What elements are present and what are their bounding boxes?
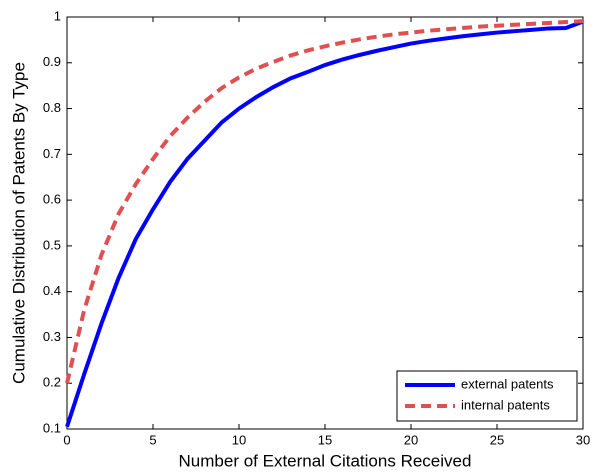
legend-label: external patents	[461, 376, 554, 391]
y-tick-label: 0.1	[43, 420, 61, 435]
x-tick-label: 0	[63, 432, 70, 447]
y-tick-label: 0.4	[43, 283, 61, 298]
data-line	[65, 19, 584, 384]
plot-area	[66, 16, 584, 430]
y-tick-label: 1	[54, 8, 61, 23]
x-tick-label: 5	[149, 432, 156, 447]
legend-box	[396, 370, 578, 422]
x-tick-label: 25	[490, 432, 504, 447]
x-tick-label: 15	[318, 432, 332, 447]
y-tick-label: 0.5	[43, 237, 61, 252]
x-axis-label: Number of External Citations Received	[179, 451, 472, 470]
x-tick-label: 10	[232, 432, 246, 447]
x-tick-label: 20	[404, 432, 418, 447]
y-tick-label: 0.3	[43, 329, 61, 344]
y-axis-label: Cumulative Distribution of Patents By Ty…	[9, 62, 28, 384]
y-tick-label: 0.7	[43, 146, 61, 161]
y-tick-label: 0.9	[43, 54, 61, 69]
data-line	[65, 19, 584, 428]
y-tick-label: 0.2	[43, 375, 61, 390]
y-tick-label: 0.8	[43, 100, 61, 115]
y-tick-label: 0.6	[43, 192, 61, 207]
x-tick-label: 30	[576, 432, 590, 447]
legend-label: internal patents	[461, 397, 550, 412]
